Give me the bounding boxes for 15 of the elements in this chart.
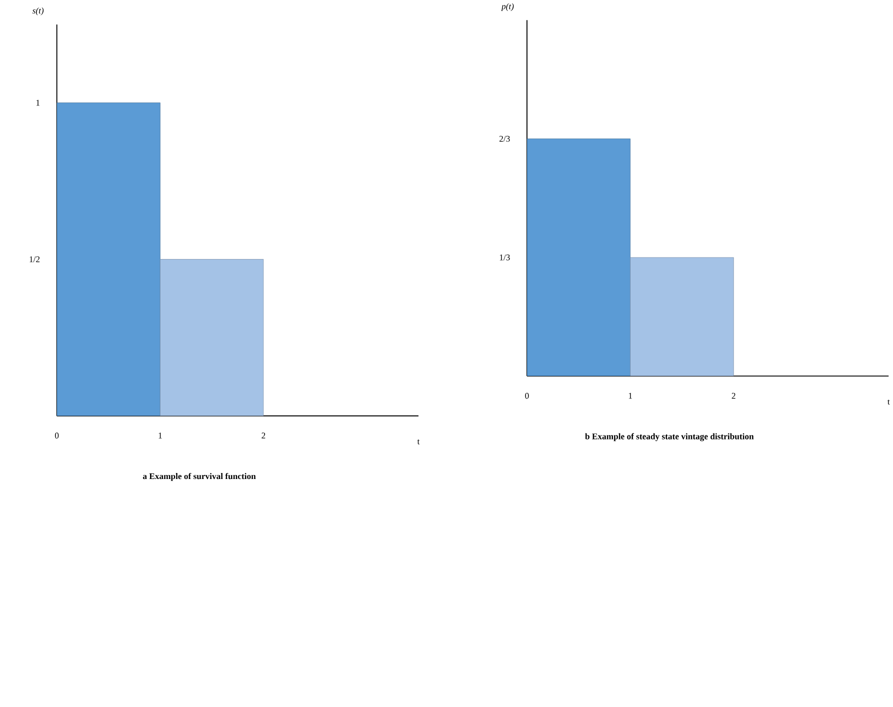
y-tick-label: 1/3 bbox=[500, 254, 510, 260]
text: b Example of steady state vintage distribution bbox=[585, 433, 754, 442]
x-tick-label: 2 bbox=[732, 392, 736, 399]
text: a Example of survival function bbox=[142, 472, 256, 481]
y-axis-title: p(t) bbox=[501, 3, 514, 11]
x-tick-label: 1 bbox=[628, 392, 632, 399]
x-tick-label: 0 bbox=[525, 392, 529, 399]
y-tick-label: 1/2 bbox=[30, 256, 40, 262]
x-tick-label: 0 bbox=[55, 432, 59, 438]
y-axis-title: s(t) bbox=[32, 7, 44, 16]
y-tick-label: 2/3 bbox=[499, 136, 510, 142]
x-axis-title: t bbox=[417, 439, 420, 444]
x-tick-label: 2 bbox=[262, 432, 266, 438]
x-tick-label: 1 bbox=[158, 432, 162, 438]
x-axis-title: t bbox=[888, 400, 890, 405]
